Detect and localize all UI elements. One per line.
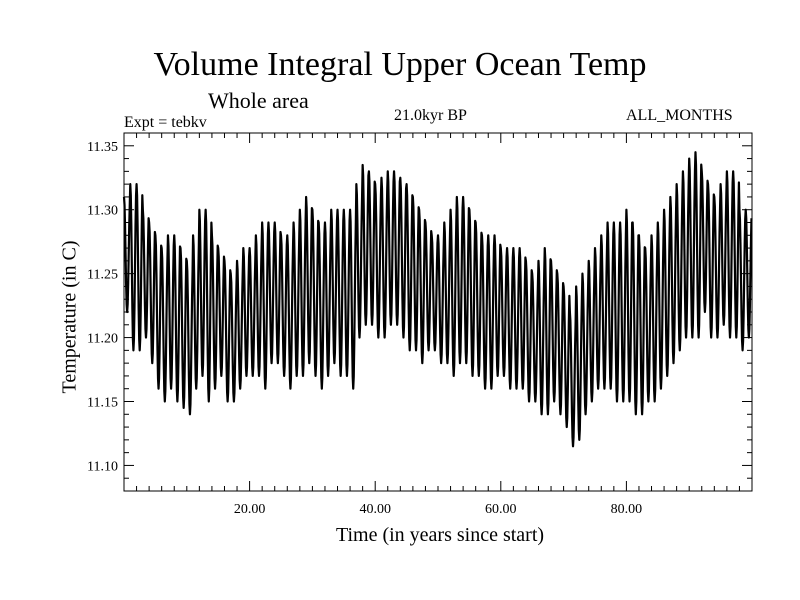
period-label: 21.0kyr BP [394, 107, 467, 124]
series-group [122, 151, 753, 448]
x-tick-label: 40.00 [359, 502, 391, 517]
x-tick-label: 60.00 [485, 502, 517, 517]
months-label: ALL_MONTHS [626, 107, 733, 124]
y-tick-label: 11.30 [87, 204, 118, 219]
x-tick-label: 80.00 [611, 502, 643, 517]
x-axis-label: Time (in years since start) [335, 524, 545, 546]
y-tick-label: 11.35 [87, 140, 118, 155]
y-tick-label: 11.10 [87, 459, 118, 474]
y-tick-label: 11.15 [87, 396, 118, 411]
x-tick-label: 20.00 [234, 502, 266, 517]
series-line [122, 151, 753, 448]
y-tick-label: 11.20 [87, 332, 118, 347]
chart-title: Volume Integral Upper Ocean Temp [153, 46, 647, 83]
chart-subtitle: Whole area [208, 88, 309, 113]
y-tick-label: 11.25 [87, 268, 118, 283]
axis-ticks: 20.00 40.00 60.00 80.00 11.10 11.15 11.20 11.25… [87, 132, 752, 517]
experiment-label: Expt = tebkv [124, 114, 207, 131]
plot-frame [123, 132, 753, 492]
